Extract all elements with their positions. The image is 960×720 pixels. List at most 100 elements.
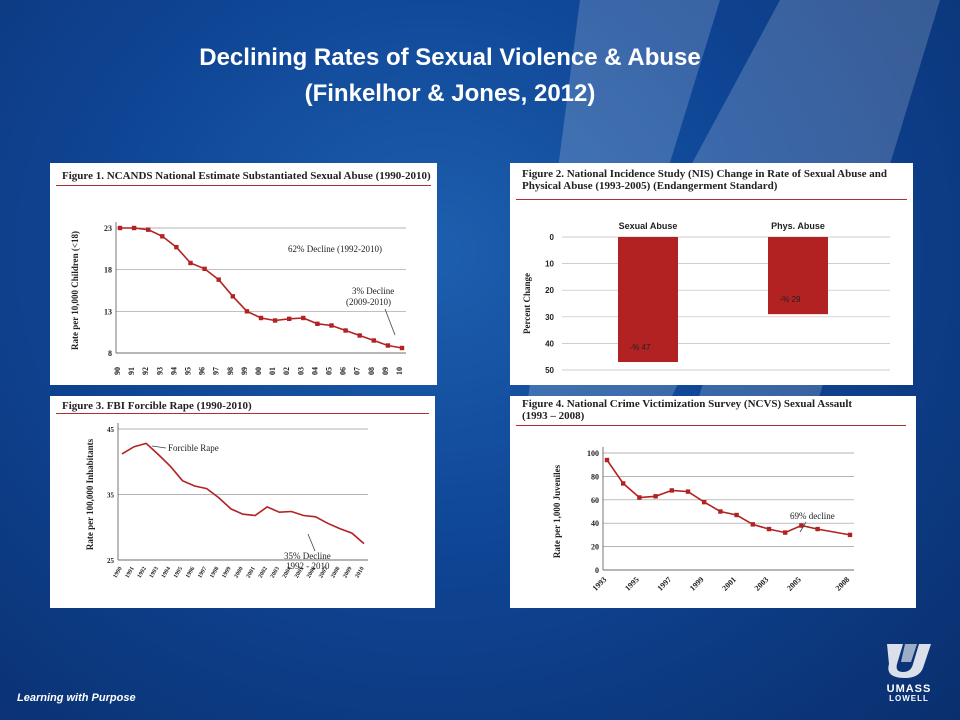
x-tick-label: 06	[339, 367, 348, 375]
data-point	[637, 495, 642, 500]
umass-lowell-logo: UMASS LOWELL	[880, 640, 938, 710]
y-tick-label: 60	[591, 496, 599, 505]
data-point	[685, 489, 691, 494]
data-point	[216, 277, 221, 282]
figure-2-caption: Figure 2. National Incidence Study (NIS)…	[522, 168, 887, 192]
x-tick-label: 2002	[258, 566, 269, 579]
y-tick-label: 50	[545, 366, 554, 375]
data-point	[653, 494, 658, 499]
bar	[618, 237, 678, 363]
y-tick-label: 18	[104, 266, 112, 275]
figure-2-rule	[516, 199, 907, 200]
y-axis-label: Rate per 1,000 Juveniles	[552, 464, 562, 558]
annotation-pointer	[307, 533, 316, 552]
data-point	[258, 315, 264, 321]
x-tick-label: 2007	[318, 566, 329, 579]
x-tick-label: 2001	[720, 575, 738, 593]
figure-4-rule	[516, 425, 906, 426]
data-point	[718, 509, 723, 514]
x-tick-label: 01	[268, 367, 277, 375]
figure-1-caption: Figure 1. NCANDS National Estimate Subst…	[62, 170, 431, 182]
x-tick-label: 2005	[294, 566, 305, 579]
data-point	[371, 338, 376, 343]
x-tick-label: 2009	[342, 566, 353, 579]
x-tick-label: 2000	[234, 566, 245, 579]
data-point	[385, 343, 391, 348]
data-point	[750, 522, 755, 527]
figure-1-chart: 23 18 13 8 90 91 92 93 94 95 96 97 98 99 00 01 02 03 04 05 0…	[70, 222, 406, 375]
data-point	[244, 309, 250, 314]
data-point	[621, 481, 626, 486]
x-tick-label: 03	[296, 367, 305, 375]
series-line	[121, 442, 365, 545]
x-tick-label: 93	[155, 367, 164, 375]
y-tick-label: 40	[545, 339, 554, 348]
title-line-2: (Finkelhor & Jones, 2012)	[304, 80, 596, 107]
figure-2-caption-line-1: Figure 2. National Incidence Study (NIS)…	[522, 168, 887, 180]
annotation-pointer	[799, 521, 807, 533]
x-tick-label: 10	[395, 367, 404, 375]
y-tick-label: 13	[104, 307, 112, 316]
figure-1-panel: Figure 1. NCANDS National Estimate Subst…	[50, 163, 437, 385]
logo-text-lowell: LOWELL	[889, 694, 929, 703]
x-tick-label: 1993	[591, 575, 609, 593]
data-point	[131, 225, 137, 231]
x-tick-label: 1990	[113, 566, 124, 579]
x-tick-label: 05	[325, 367, 334, 375]
figure-4-panel: Figure 4. National Crime Victimization S…	[510, 396, 916, 608]
x-tick-label: 1992	[137, 566, 148, 579]
title-line-1: Declining Rates of Sexual Violence & Abu…	[199, 44, 701, 71]
x-tick-label: 1998	[209, 566, 220, 579]
x-tick-label: 1997	[656, 575, 674, 593]
data-point	[604, 457, 610, 463]
y-axis-label: Rate per 100,000 Inhabitants	[85, 438, 95, 550]
x-tick-label: 96	[198, 367, 207, 375]
series-line	[606, 459, 851, 536]
y-tick-label: 30	[545, 313, 554, 322]
y-tick-label: 8	[108, 349, 112, 358]
y-tick-label: 100	[587, 449, 599, 458]
data-point	[783, 530, 788, 535]
logo-text-umass: UMASS	[886, 683, 932, 695]
annotation-text: 35% Decline	[284, 551, 331, 561]
data-point	[343, 328, 348, 333]
data-point	[117, 225, 123, 231]
figure-2-caption-line-2: Physical Abuse (1993-2005) (Endangerment…	[522, 180, 778, 192]
figure-3-caption: Figure 3. FBI Forcible Rape (1990-2010)	[62, 400, 252, 412]
figure-3-panel: Figure 3. FBI Forcible Rape (1990-2010) …	[50, 396, 435, 608]
figure-2-panel: Figure 2. National Incidence Study (NIS)…	[510, 163, 913, 385]
y-tick-label: 20	[591, 543, 599, 552]
x-tick-label: 2004	[282, 566, 293, 579]
figure-2-chart: 0 10 20 30 40 50 Percent Change Sexual Abuse -% …	[522, 221, 890, 375]
x-tick-label: 90	[113, 367, 122, 375]
data-point	[160, 234, 165, 239]
y-tick-label: 25	[107, 557, 115, 565]
data-point	[146, 227, 151, 232]
x-tick-label: 1991	[125, 566, 136, 579]
umass-logo-mark-icon	[887, 644, 931, 678]
x-tick-label: 1994	[161, 566, 172, 579]
x-tick-label: 07	[353, 367, 362, 375]
figure-1-rule	[56, 185, 431, 186]
annotation-text: Forcible Rape	[168, 443, 219, 453]
x-tick-label: 08	[367, 367, 376, 375]
x-tick-label: 2010	[355, 566, 366, 579]
y-tick-label: 40	[591, 519, 599, 528]
annotation-pointer	[384, 308, 396, 336]
annotation-text: (2009-2010)	[346, 297, 391, 307]
data-point	[399, 345, 405, 351]
footer-tagline: Learning with Purpose	[17, 692, 136, 704]
annotation-text: 62% Decline (1992-2010)	[288, 244, 382, 254]
data-point	[766, 526, 772, 532]
y-tick-label: 0	[595, 566, 599, 575]
x-tick-label: 2003	[270, 566, 281, 579]
data-point	[734, 512, 739, 518]
x-tick-label: 1999	[688, 575, 706, 593]
x-tick-label: 1995	[623, 575, 641, 593]
data-point	[287, 316, 292, 322]
y-tick-label: 80	[591, 472, 599, 481]
x-tick-label: 91	[127, 367, 136, 375]
category-label: Sexual Abuse	[619, 221, 678, 231]
data-point	[272, 318, 278, 323]
